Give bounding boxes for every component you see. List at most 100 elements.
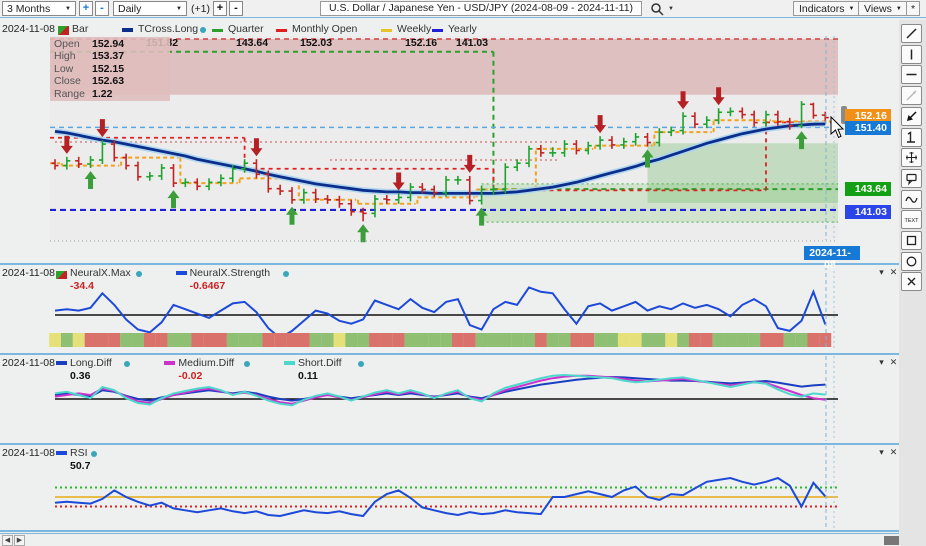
search-icon[interactable] (650, 2, 666, 16)
panel-date: 2024-11-08 (2, 447, 55, 459)
rsi-axis-tick: 60.0 (862, 482, 883, 494)
period-select-value: Daily (118, 2, 142, 15)
panel-collapse-button[interactable]: ▾ (879, 357, 884, 367)
price-axis-tick: 162.00 (850, 37, 883, 49)
ohlc-range-value: 1.22 (92, 87, 113, 100)
chart-title: U.S. Dollar / Japanese Yen - USD/JPY (20… (320, 1, 642, 16)
extended-line-disabled-icon (906, 90, 917, 101)
legend-value-long-diff: 0.36 (70, 370, 91, 382)
legend-label-medium-diff: Medium.Diff (178, 357, 235, 369)
panel-date: 2024-11-08 (2, 357, 55, 369)
trendline-icon (906, 28, 917, 39)
delete-icon (907, 277, 916, 286)
vertical-line-tool[interactable] (901, 44, 922, 64)
horizontal-line-tool[interactable] (901, 65, 922, 85)
scroll-left-button[interactable]: ◀ (2, 535, 13, 546)
move-icon (906, 152, 917, 164)
info-icon[interactable] (358, 361, 364, 367)
ohlc-open-label: Open (54, 38, 80, 50)
callout-tool[interactable] (901, 168, 922, 188)
info-icon[interactable] (124, 361, 131, 367)
date-axis-tick: 2024-11-01 (741, 247, 795, 259)
legend-label-weekly: Weekly (397, 23, 432, 35)
ellipse-tool[interactable] (901, 251, 922, 271)
chevron-down-icon: ▼ (176, 5, 182, 12)
legend-label-yearly: Yearly (448, 23, 477, 35)
legend-label-quarter: Quarter (228, 23, 264, 35)
ohlc-high-label: High (54, 50, 76, 63)
ohlc-high-value: 153.37 (92, 50, 125, 63)
panel-date: 2024-11-08 (2, 267, 55, 279)
info-icon[interactable] (200, 27, 206, 33)
ohlc-info-box: Open 152.94 High 153.37 Low 152.15 Close 152… (50, 37, 170, 101)
tcross-long-legend-swatch (122, 28, 133, 32)
indicators-menu-label: Indicators (799, 2, 845, 15)
legend-value-yearly: 141.03 (456, 37, 489, 49)
price-axis-tick: 147.00 (850, 154, 883, 166)
info-icon[interactable] (90, 451, 97, 457)
trendline-tool[interactable] (901, 24, 922, 43)
delete-tool[interactable] (901, 272, 922, 292)
range-select[interactable]: 3 Months ▼ (2, 1, 76, 16)
info-icon[interactable] (244, 361, 250, 367)
angle-tool[interactable] (901, 127, 922, 147)
panel-collapse-button[interactable]: ▾ (879, 267, 884, 277)
favorite-button[interactable]: * (906, 1, 921, 16)
wave-tool[interactable] (901, 189, 922, 209)
legend-label-monthly-open: Monthly Open (292, 23, 358, 35)
svg-text:TEXT: TEXT (904, 218, 919, 224)
search-dropdown-icon[interactable]: ▼ (668, 6, 674, 12)
rsi-legend-swatch (56, 451, 67, 455)
legend-value-neuralx-strength: -0.6467 (189, 280, 226, 292)
panel-collapse-button[interactable]: ▾ (879, 447, 884, 457)
panel-close-button[interactable]: ✕ (889, 357, 898, 367)
favorite-star-label: * (911, 2, 916, 15)
neuralx-axis-tick: 0.0000 (11, 309, 44, 321)
quarter-legend-swatch (212, 29, 223, 32)
panel-close-button[interactable]: ✕ (889, 447, 898, 457)
current-date-tag: 2024-11-08 (804, 246, 860, 271)
panel-close-button[interactable]: ✕ (889, 267, 898, 277)
bar-add-button[interactable]: + (213, 1, 227, 16)
scroll-right-button[interactable]: ▶ (14, 535, 25, 546)
panel-splitter[interactable] (0, 263, 900, 265)
rectangle-icon (906, 235, 917, 246)
indicators-menu-button[interactable]: Indicators ▼ (793, 1, 861, 16)
views-menu-button[interactable]: Views ▼ (858, 1, 908, 16)
price-tag-151.40: 151.40 (845, 121, 891, 135)
legend-label-rsi: RSI (70, 447, 88, 459)
arrow-draw-tool[interactable] (901, 106, 922, 126)
wave-icon (905, 196, 918, 203)
bar-remove-button[interactable]: - (229, 1, 243, 16)
top-toolbar: 3 Months ▼ + - Daily ▼ (+1) + - U.S. Dol… (0, 0, 926, 18)
horizontal-line-icon (906, 74, 917, 76)
text-icon: TEXT (904, 218, 919, 224)
legend-label-neuralx-max: NeuralX.Max (70, 267, 131, 279)
period-select[interactable]: Daily ▼ (113, 1, 187, 16)
panel-splitter[interactable] (0, 443, 900, 445)
panel-splitter[interactable] (0, 530, 926, 532)
text-tool[interactable]: TEXT (901, 210, 922, 230)
range-increase-button[interactable]: + (79, 1, 93, 16)
price-tag-143.64: 143.64 (845, 182, 891, 196)
panel-splitter[interactable] (0, 353, 900, 355)
legend-value-short-diff: 0.11 (298, 370, 318, 382)
neuralx-axis-tick: 2.0000 (11, 280, 44, 292)
info-icon[interactable] (135, 271, 142, 277)
ohlc-range-label: Range (54, 87, 85, 100)
legend-value-quarter: 143.64 (236, 37, 269, 49)
rectangle-tool[interactable] (901, 231, 922, 250)
price-tag-141.03: 141.03 (845, 205, 891, 219)
date-axis-tick: 2024-08-23 (176, 247, 230, 259)
neuralx-max-legend-swatch (56, 271, 67, 279)
neuralx-strength-legend-swatch (175, 271, 187, 275)
move-tool[interactable] (901, 148, 922, 168)
info-icon[interactable] (283, 271, 290, 277)
price-axis-tick: 157.00 (850, 76, 883, 88)
range-decrease-button[interactable]: - (95, 1, 109, 16)
chevron-down-icon: ▼ (65, 5, 71, 12)
short-diff-legend-swatch (284, 361, 295, 365)
callout-icon (906, 173, 917, 186)
weekly-legend-swatch (381, 29, 392, 32)
